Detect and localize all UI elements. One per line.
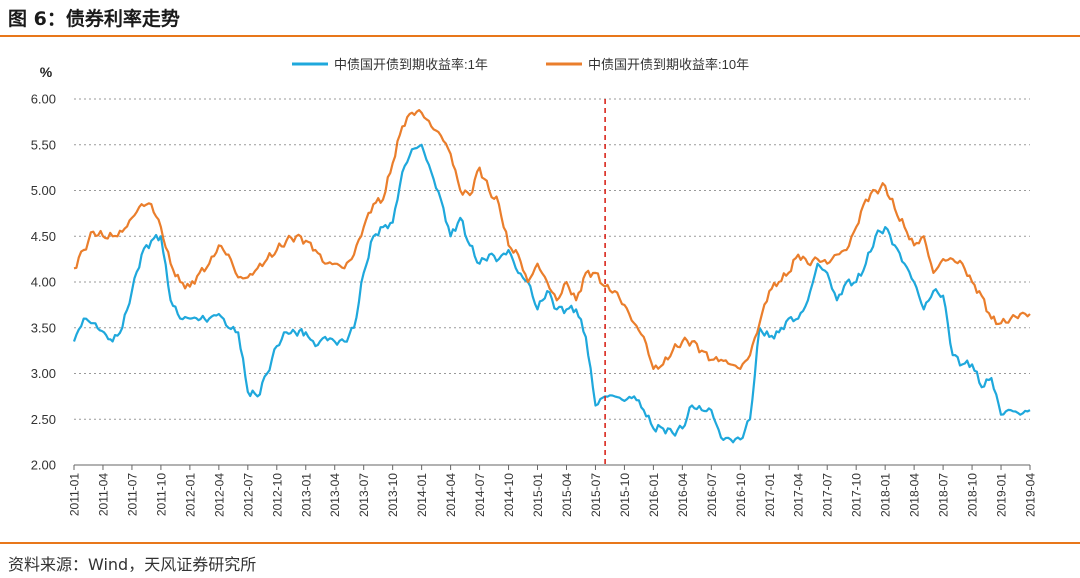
x-tick-label: 2016-04: [676, 473, 690, 517]
x-tick-label: 2014-10: [502, 473, 516, 517]
x-tick-label: 2014-07: [473, 473, 487, 517]
y-tick-label: 3.00: [31, 366, 56, 381]
x-tick-label: 2011-01: [68, 473, 82, 516]
x-tick-label: 2017-04: [792, 473, 806, 517]
grid-lines: [74, 98, 1030, 420]
x-tick-label: 2016-10: [734, 473, 748, 517]
x-tick-label: 2012-04: [212, 473, 226, 517]
y-tick-label: 5.50: [31, 137, 56, 152]
x-tick-label: 2013-04: [328, 473, 342, 517]
x-tick-label: 2014-04: [444, 473, 458, 517]
x-tick-label: 2015-04: [560, 473, 574, 517]
y-tick-label: 6.00: [31, 92, 56, 107]
y-tick-label: 5.00: [31, 183, 56, 198]
y-tick-label: 3.50: [31, 320, 56, 335]
x-tick-label: 2013-10: [386, 473, 400, 517]
x-tick-label: 2015-10: [618, 473, 632, 517]
x-tick-label: 2011-10: [154, 473, 168, 516]
x-tick-label: 2017-01: [763, 473, 777, 517]
x-tick-label: 2013-07: [357, 473, 371, 517]
x-tick-label: 2011-04: [96, 473, 110, 516]
y-tick-label: 4.00: [31, 275, 56, 290]
x-tick-label: 2019-01: [995, 473, 1009, 517]
x-tick-label: 2016-01: [647, 473, 661, 517]
x-tick-label: 2019-04: [1024, 473, 1038, 517]
legend-label-1y: 中债国开债到期收益率:1年: [334, 57, 488, 72]
series-lines: [72, 108, 1031, 444]
x-tick-label: 2012-10: [270, 473, 284, 517]
x-tick-label: 2018-07: [937, 473, 951, 517]
x-tick-label: 2018-10: [966, 473, 980, 517]
x-tick-label: 2016-07: [705, 473, 719, 517]
y-tick-label: 4.50: [31, 229, 56, 244]
x-tick-label: 2011-07: [125, 473, 139, 516]
x-tick-label: 2018-04: [908, 473, 922, 517]
y-axis-label: %: [40, 64, 53, 80]
series-line-10y: [73, 108, 1031, 370]
title-divider: [0, 35, 1080, 37]
legend-label-10y: 中债国开债到期收益率:10年: [588, 57, 749, 72]
x-tick-label: 2015-07: [589, 473, 603, 517]
x-tick-label: 2015-01: [531, 473, 545, 517]
y-tick-label: 2.50: [31, 412, 56, 427]
x-axis: 2011-01 2011-04 2011-07 2011-10 2012-01 2012-…: [68, 464, 1038, 517]
x-tick-label: 2018-01: [879, 473, 893, 517]
series-line-1y: [72, 143, 1031, 444]
x-tick-label: 2012-07: [241, 473, 255, 517]
figure-title: 图 6：债券利率走势: [8, 8, 180, 30]
x-tick-label: 2017-10: [850, 473, 864, 517]
y-tick-label: 2.00: [31, 458, 56, 473]
x-tick-label: 2013-01: [299, 473, 313, 517]
source-note: 资料来源：Wind，天风证券研究所: [8, 555, 257, 574]
x-tick-label: 2017-07: [821, 473, 835, 517]
x-tick-label: 2012-01: [183, 473, 197, 517]
legend: 中债国开债到期收益率:1年 中债国开债到期收益率:10年: [292, 57, 749, 72]
y-axis: 2.00 2.50 3.00 3.50 4.00 4.50 5.00 5.50 6.00: [31, 92, 56, 473]
source-divider: [0, 542, 1080, 544]
x-tick-label: 2014-01: [415, 473, 429, 517]
